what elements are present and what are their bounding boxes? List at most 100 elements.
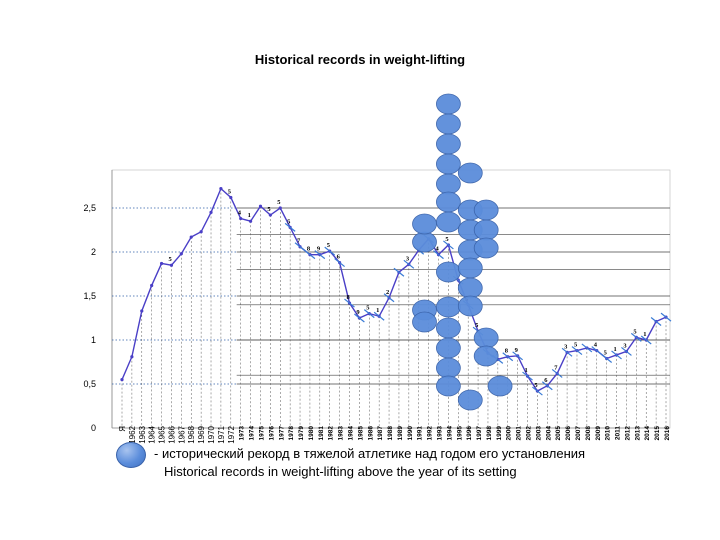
- y-tick-label: 0,5: [83, 379, 96, 389]
- data-point: [258, 204, 263, 208]
- record-marker-icon: [473, 345, 499, 367]
- x-tick-label: 2011: [615, 426, 622, 440]
- x-tick-label: 1975: [258, 426, 265, 441]
- record-marker-icon: [457, 277, 483, 299]
- point-tick-mark: [611, 350, 622, 360]
- data-point: [130, 355, 134, 359]
- x-tick-label: 2015: [654, 426, 661, 441]
- point-label: 9: [356, 309, 360, 316]
- point-label: 4: [436, 246, 440, 253]
- x-tick-label: 2002: [526, 426, 533, 441]
- point-tick-mark: [363, 309, 375, 319]
- point-tick-mark: [660, 312, 672, 322]
- point-label: 1: [614, 346, 617, 353]
- legend-text-en: Historical records in weight-lifting abo…: [164, 464, 517, 479]
- x-tick-label: 1967: [177, 425, 186, 443]
- x-tick-label: 1965: [158, 425, 167, 443]
- x-tick-label: 1978: [288, 426, 295, 441]
- x-tick-label: 1963: [138, 425, 147, 443]
- x-tick-label: 1988: [387, 426, 394, 441]
- point-tick-mark: [630, 332, 642, 342]
- x-tick-label: 1998: [486, 426, 493, 441]
- point-label: 9: [317, 246, 321, 253]
- point-tick-mark: [522, 371, 533, 381]
- point-label: 3: [564, 343, 568, 350]
- point-tick-mark: [650, 317, 662, 326]
- point-label: 5: [228, 188, 232, 195]
- x-tick-label: 2006: [565, 426, 572, 441]
- data-point: [278, 206, 282, 210]
- record-marker-icon: [457, 389, 483, 411]
- point-tick-mark: [304, 250, 316, 260]
- point-tick-mark: [502, 352, 514, 362]
- point-tick-mark: [324, 246, 336, 256]
- x-tick-label: 1990: [407, 426, 414, 441]
- record-marker-icon: [457, 257, 483, 279]
- record-marker-icon: [412, 231, 437, 253]
- point-label: 5: [327, 242, 331, 249]
- point-label: 3: [623, 342, 627, 349]
- x-tick-label: 1973: [239, 426, 246, 441]
- point-label: 5: [267, 206, 271, 213]
- data-point: [120, 378, 124, 382]
- x-tick-label: 2008: [585, 426, 592, 441]
- x-tick-label: 1976: [268, 426, 275, 441]
- x-tick-label: 1985: [357, 426, 364, 441]
- point-label: 5: [287, 218, 291, 225]
- x-tick-label: 1979: [298, 426, 305, 441]
- data-point: [219, 187, 223, 191]
- x-tick-label: 1986: [367, 426, 374, 441]
- x-tick-label: 1989: [397, 426, 404, 441]
- record-marker-icon: [435, 296, 461, 318]
- point-tick-mark: [443, 240, 454, 250]
- x-tick-label: 2005: [555, 426, 562, 441]
- x-tick-label: 2013: [634, 426, 641, 441]
- data-point: [140, 309, 144, 313]
- legend-text-ru: - исторический рекорд в тяжелой атлетике…: [154, 446, 586, 461]
- y-tick-label: 0: [91, 423, 96, 433]
- point-tick-mark: [532, 386, 543, 396]
- point-tick-mark: [314, 250, 326, 260]
- record-marker-icon: [435, 113, 461, 135]
- x-tick-label: 1993: [437, 426, 444, 441]
- record-marker-icon: [435, 375, 461, 397]
- x-tick-label: Я: [118, 426, 127, 432]
- x-tick-label: 1991: [417, 426, 424, 441]
- record-marker-icon: [435, 317, 461, 339]
- data-point: [179, 252, 183, 256]
- data-point: [239, 216, 243, 221]
- point-label: 6: [337, 254, 341, 261]
- x-tick-label: 1999: [496, 426, 503, 441]
- x-tick-label: 1972: [227, 425, 236, 443]
- point-label: 3: [406, 255, 410, 262]
- point-label: 5: [475, 322, 479, 329]
- point-label: 4: [238, 210, 242, 217]
- point-label: 1: [248, 212, 251, 219]
- point-tick-mark: [284, 222, 296, 232]
- data-point: [189, 235, 193, 239]
- data-point: [159, 261, 164, 266]
- record-marker-icon: [435, 211, 461, 233]
- x-tick-label: 1971: [217, 425, 226, 443]
- x-tick-label: 1983: [338, 426, 345, 441]
- x-tick-label: 1974: [249, 426, 256, 441]
- x-tick-label: 1995: [456, 426, 463, 441]
- record-marker-icon: [435, 191, 461, 213]
- point-tick-mark: [581, 343, 593, 353]
- record-marker-icon: [473, 219, 499, 241]
- x-tick-label: 1970: [207, 425, 216, 443]
- record-marker-icon: [473, 327, 499, 349]
- point-label: 8: [307, 246, 311, 253]
- point-tick-mark: [373, 311, 385, 321]
- point-tick-mark: [621, 346, 632, 356]
- point-tick-mark: [561, 347, 573, 357]
- x-tick-label: 2014: [644, 426, 651, 441]
- x-tick-label: 1968: [187, 425, 196, 443]
- data-point: [150, 283, 154, 288]
- point-tick-mark: [571, 346, 583, 356]
- x-tick-label: 1966: [167, 425, 176, 443]
- x-tick-label: 1977: [278, 426, 285, 441]
- point-tick-mark: [344, 298, 355, 308]
- record-marker-icon: [435, 261, 461, 283]
